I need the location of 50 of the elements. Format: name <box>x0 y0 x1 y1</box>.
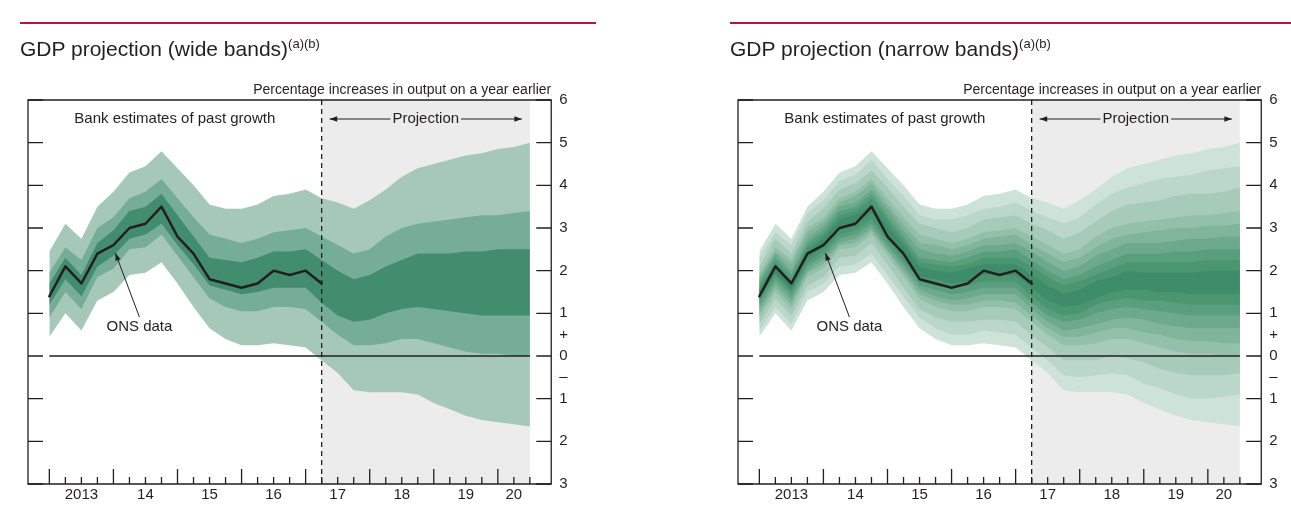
text: ONS data <box>816 317 884 335</box>
band-label: Projection <box>1102 109 1170 127</box>
y-tick-label: 3 <box>559 474 568 492</box>
y-tick-label: 3 <box>1269 218 1278 236</box>
x-tick-label: 17 <box>329 485 347 503</box>
y-axis-title: Percentage increases in output on a year earlier <box>963 80 1262 97</box>
y-tick-label: + <box>1269 324 1279 342</box>
annotation: Bank estimates of past growth <box>784 109 986 127</box>
x-tick-label: 20 <box>1215 485 1233 503</box>
y-tick-label: – <box>1269 367 1279 385</box>
text: ONS data <box>106 317 174 335</box>
y-tick-label: 4 <box>559 175 568 193</box>
y-tick-label: 2 <box>559 431 568 449</box>
y-tick-label: 4 <box>1269 175 1278 193</box>
x-tick-label: 14 <box>137 485 154 503</box>
chart-title: GDP projection (wide bands)$^{(a)(b)}$ <box>20 36 321 62</box>
y-tick-label: 1 <box>559 303 568 321</box>
y-tick-label: – <box>559 367 569 385</box>
x-tick-label: 2013 <box>774 485 809 503</box>
x-tick-label: 14 <box>847 485 864 503</box>
y-tick-label: 0 <box>1269 346 1278 364</box>
x-tick-label: 19 <box>457 485 475 503</box>
x-tick-label: 19 <box>1167 485 1185 503</box>
y-tick-label: 5 <box>1269 132 1278 150</box>
y-tick-label: 2 <box>1269 431 1278 449</box>
y-tick-label: 2 <box>559 260 568 278</box>
y-tick-label: 1 <box>1269 303 1278 321</box>
annotation: Bank estimates of past growth <box>74 109 276 127</box>
chart-title: GDP projection (narrow bands)$^{(a)(b)}$ <box>730 36 1052 62</box>
band-label: Projection <box>392 109 460 127</box>
y-tick-label: 2 <box>1269 260 1278 278</box>
x-tick-label: 15 <box>911 485 928 503</box>
x-tick-label: 20 <box>505 485 523 503</box>
y-tick-label: 3 <box>559 218 568 236</box>
y-tick-label: 6 <box>1269 90 1278 108</box>
x-tick-label: 16 <box>975 485 992 503</box>
x-tick-label: 18 <box>1103 485 1121 503</box>
y-tick-label: 1 <box>559 388 568 406</box>
y-tick-label: 5 <box>559 132 568 150</box>
y-tick-label: 3 <box>1269 474 1278 492</box>
y-tick-label: 6 <box>559 90 568 108</box>
y-tick-label: + <box>559 324 569 342</box>
x-tick-label: 2013 <box>64 485 99 503</box>
x-tick-label: 17 <box>1039 485 1057 503</box>
x-tick-label: 18 <box>393 485 411 503</box>
x-tick-label: 16 <box>265 485 282 503</box>
x-tick-label: 15 <box>201 485 218 503</box>
y-tick-label: 1 <box>1269 388 1278 406</box>
y-tick-label: 0 <box>559 346 568 364</box>
y-axis-title: Percentage increases in output on a year earlier <box>253 80 552 97</box>
